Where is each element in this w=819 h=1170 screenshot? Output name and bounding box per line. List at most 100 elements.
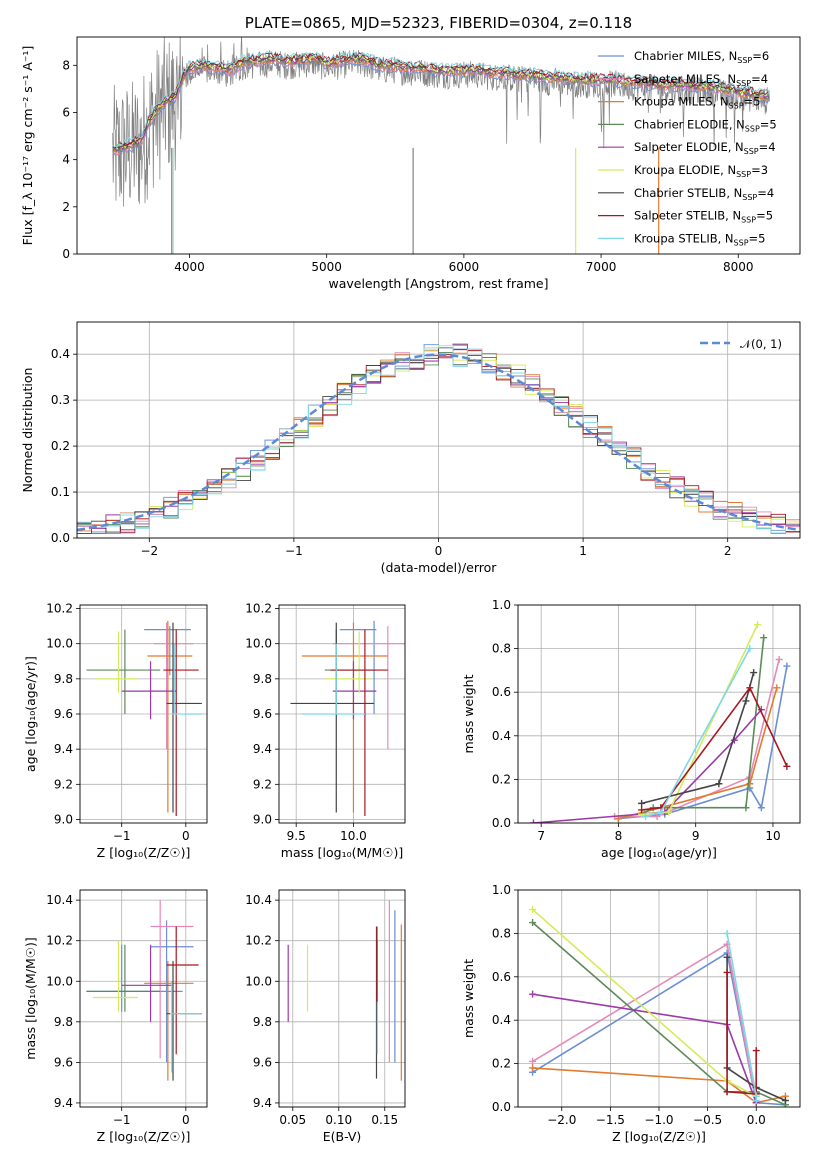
x-tick-label: 7000 bbox=[586, 260, 617, 274]
axes-frame bbox=[278, 889, 406, 1108]
data-point-marker bbox=[529, 819, 537, 823]
data-point-marker bbox=[783, 762, 791, 770]
data-point-marker bbox=[742, 697, 750, 705]
x-tick-label: 4000 bbox=[174, 260, 205, 274]
legend-entry: Salpeter MILES, NSSP=4 bbox=[634, 72, 768, 88]
y-tick-label: 10.0 bbox=[46, 974, 73, 988]
y-tick-label: 0.2 bbox=[492, 1057, 511, 1071]
x-tick-label: −1.5 bbox=[596, 1113, 625, 1127]
data-point-marker bbox=[752, 1047, 760, 1055]
mass-weight-line-8 bbox=[726, 972, 758, 1095]
data-point-marker bbox=[529, 1064, 537, 1072]
axes-panel-1 bbox=[73, 64, 739, 258]
data-point-marker bbox=[746, 645, 754, 653]
y-tick-label: 10.2 bbox=[46, 934, 73, 948]
x-axis-label: Z [log₁₀(Z/Z☉)] bbox=[612, 1129, 706, 1144]
data-point-marker bbox=[757, 804, 765, 812]
data-point-marker bbox=[783, 662, 791, 670]
data-point-marker bbox=[754, 621, 762, 629]
y-tick-label: 0.2 bbox=[492, 772, 511, 786]
x-tick-label: 0.10 bbox=[325, 1113, 352, 1127]
y-tick-label: 9.8 bbox=[253, 672, 272, 686]
residual-histogram-9 bbox=[77, 346, 800, 538]
y-tick-label: 10.0 bbox=[245, 637, 272, 651]
plot-area-1 bbox=[112, 37, 770, 254]
x-tick-label: 0.05 bbox=[279, 1113, 306, 1127]
y-tick-label: 0.8 bbox=[492, 926, 511, 940]
plot-area-7 bbox=[287, 900, 402, 1081]
y-tick-label: 0.4 bbox=[51, 347, 70, 361]
axes-frame bbox=[79, 889, 208, 1108]
plot-area-2 bbox=[77, 343, 800, 538]
data-point-marker bbox=[723, 953, 731, 961]
mass-weight-line-8 bbox=[641, 686, 788, 811]
y-tick-label: 10.2 bbox=[46, 602, 73, 616]
legend-entry: Chabrier STELIB, NSSP=4 bbox=[634, 186, 774, 202]
x-tick-label: −2.0 bbox=[547, 1113, 576, 1127]
y-axis-label: mass [log₁₀(M/M☉)] bbox=[23, 937, 38, 1059]
data-point-marker bbox=[715, 780, 723, 788]
y-tick-label: 9.4 bbox=[54, 1096, 73, 1110]
y-tick-label: 9.6 bbox=[253, 707, 272, 721]
y-tick-label: 0.4 bbox=[492, 729, 511, 743]
data-point-marker bbox=[781, 1096, 789, 1104]
y-tick-label: 10.0 bbox=[245, 974, 272, 988]
x-tick-label: −0.5 bbox=[693, 1113, 722, 1127]
chart-title: PLATE=0865, MJD=52323, FIBERID=0304, z=0… bbox=[245, 14, 632, 32]
data-point-marker bbox=[760, 634, 768, 642]
y-axis-label: Normed distribution bbox=[20, 368, 35, 493]
axes-frame bbox=[79, 604, 208, 824]
data-point-marker bbox=[638, 806, 646, 814]
mass-weight-line-4 bbox=[532, 921, 786, 1106]
axes-panel-7 bbox=[275, 890, 405, 1111]
data-point-marker bbox=[529, 990, 537, 998]
y-tick-label: 9.8 bbox=[253, 1015, 272, 1029]
y-tick-label: 0.0 bbox=[492, 1100, 511, 1114]
y-tick-label: 0.2 bbox=[51, 439, 70, 453]
legend-entry: Kroupa STELIB, NSSP=5 bbox=[634, 231, 765, 247]
normal-curve bbox=[77, 353, 800, 532]
data-point-marker bbox=[723, 1088, 731, 1096]
y-tick-label: 1.0 bbox=[492, 598, 511, 612]
x-tick-label: −1 bbox=[285, 544, 303, 558]
data-point-marker bbox=[750, 669, 758, 677]
y-tick-label: 9.0 bbox=[54, 812, 73, 826]
mass-weight-line-2 bbox=[614, 659, 780, 818]
mass-weight-line-5 bbox=[532, 993, 757, 1103]
x-tick-label: −1 bbox=[113, 1113, 131, 1127]
model-spectrum-9 bbox=[112, 50, 770, 148]
y-tick-label: 0.6 bbox=[492, 970, 511, 984]
x-tick-label: 9 bbox=[692, 829, 700, 843]
x-axis-label: mass [log₁₀(M/M☉)] bbox=[281, 845, 403, 860]
y-tick-label: 9.0 bbox=[253, 812, 272, 826]
y-tick-label: 9.6 bbox=[253, 1055, 272, 1069]
data-point-marker bbox=[723, 929, 731, 937]
x-tick-label: −1.0 bbox=[644, 1113, 673, 1127]
legend-entry: Chabrier ELODIE, NSSP=5 bbox=[634, 117, 777, 133]
x-tick-label: 8 bbox=[615, 829, 623, 843]
axes-frame bbox=[517, 604, 801, 824]
axes-frame bbox=[517, 889, 801, 1108]
y-tick-label: 9.4 bbox=[253, 1096, 272, 1110]
y-tick-label: 0.0 bbox=[492, 816, 511, 830]
y-tick-label: 9.4 bbox=[253, 742, 272, 756]
x-tick-label: 0 bbox=[435, 544, 443, 558]
axes-frame bbox=[76, 36, 801, 255]
data-point-marker bbox=[742, 804, 750, 812]
x-tick-label: 7 bbox=[537, 829, 545, 843]
data-point-marker bbox=[746, 780, 754, 788]
y-tick-label: 0.6 bbox=[492, 685, 511, 699]
y-tick-label: 10.0 bbox=[46, 637, 73, 651]
axes-panel-4 bbox=[275, 605, 405, 827]
y-tick-label: 10.2 bbox=[245, 934, 272, 948]
y-tick-label: 0 bbox=[62, 247, 70, 261]
data-point-marker bbox=[529, 906, 537, 914]
x-axis-label: E(B-V) bbox=[323, 1129, 362, 1144]
model-spectrum-8 bbox=[112, 52, 770, 149]
x-axis-label: Z [log₁₀(Z/Z☉)] bbox=[97, 845, 191, 860]
y-tick-label: 0.1 bbox=[51, 485, 70, 499]
axes-frame bbox=[278, 604, 406, 824]
x-axis-label: wavelength [Angstrom, rest frame] bbox=[328, 276, 548, 291]
data-point-marker bbox=[641, 812, 649, 820]
